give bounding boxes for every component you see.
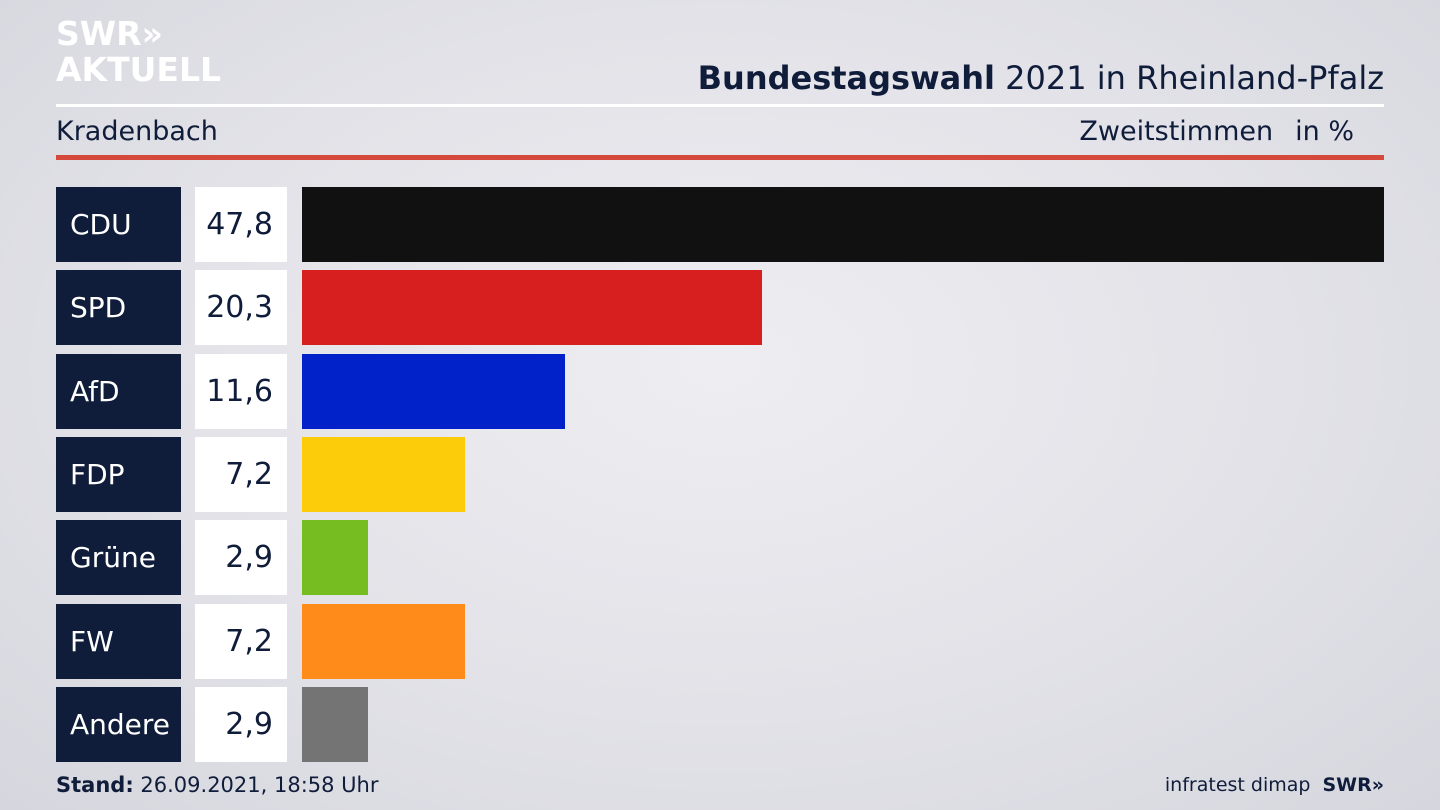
- party-label: CDU: [56, 187, 181, 262]
- bar: [302, 604, 465, 679]
- logo-line-swr: SWR»: [56, 14, 163, 53]
- bar: [302, 687, 368, 762]
- party-label: FDP: [56, 437, 181, 512]
- party-label: AfD: [56, 354, 181, 429]
- measure-label: Zweitstimmen in %: [1079, 114, 1354, 150]
- value-label: 2,9: [195, 687, 287, 762]
- timestamp: Stand: 26.09.2021, 18:58 Uhr: [56, 770, 379, 800]
- title-bold: Bundestagswahl: [697, 59, 995, 97]
- bar-row-5: FW 7,2: [56, 604, 1384, 679]
- bar: [302, 437, 465, 512]
- bar: [302, 187, 1384, 262]
- party-label: SPD: [56, 270, 181, 345]
- bar: [302, 270, 762, 345]
- bar-row-0: CDU 47,8: [56, 187, 1384, 262]
- page-title: Bundestagswahl 2021 in Rheinland-Pfalz: [698, 58, 1384, 98]
- accent-divider: [56, 155, 1384, 160]
- bar-row-6: Andere 2,9: [56, 687, 1384, 762]
- value-label: 7,2: [195, 604, 287, 679]
- source-credit: infratest dimap SWR»: [1165, 770, 1384, 800]
- bar: [302, 354, 565, 429]
- bar-row-3: FDP 7,2: [56, 437, 1384, 512]
- value-label: 47,8: [195, 187, 287, 262]
- source-text: infratest dimap: [1164, 774, 1311, 796]
- unit-text: in %: [1295, 116, 1354, 147]
- value-label: 2,9: [195, 520, 287, 595]
- swr-aktuell-logo: SWR» AKTUELL: [56, 16, 226, 90]
- party-label: FW: [56, 604, 181, 679]
- value-label: 7,2: [195, 437, 287, 512]
- stand-value: 26.09.2021, 18:58 Uhr: [133, 773, 379, 797]
- title-rest: 2021 in Rheinland-Pfalz: [995, 59, 1384, 97]
- bar-row-1: SPD 20,3: [56, 270, 1384, 345]
- value-label: 20,3: [195, 270, 287, 345]
- measure-text: Zweitstimmen: [1079, 116, 1274, 147]
- header-divider: [56, 104, 1384, 107]
- bar-row-2: AfD 11,6: [56, 354, 1384, 429]
- party-label: Andere: [56, 687, 181, 762]
- location-label: Kradenbach: [56, 116, 218, 147]
- swr-brand: SWR»: [1322, 774, 1384, 796]
- bar: [302, 520, 368, 595]
- logo-line-aktuell: AKTUELL: [56, 50, 222, 89]
- party-label: Grüne: [56, 520, 181, 595]
- bar-row-4: Grüne 2,9: [56, 520, 1384, 595]
- stand-label: Stand:: [56, 773, 134, 797]
- value-label: 11,6: [195, 354, 287, 429]
